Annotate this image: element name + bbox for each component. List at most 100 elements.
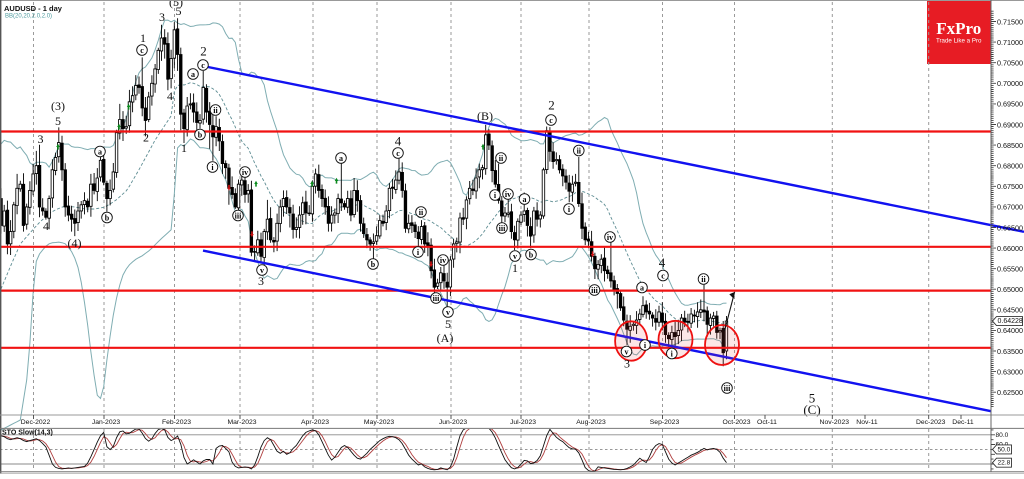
svg-text:i: i bbox=[671, 349, 674, 358]
svg-text:0.64000: 0.64000 bbox=[997, 326, 1023, 335]
svg-text:1: 1 bbox=[512, 261, 518, 275]
svg-text:0.70000: 0.70000 bbox=[997, 79, 1023, 88]
svg-text:0.62500: 0.62500 bbox=[997, 388, 1023, 397]
svg-text:i: i bbox=[568, 205, 571, 214]
svg-text:c: c bbox=[396, 149, 400, 158]
svg-text:0.63000: 0.63000 bbox=[997, 367, 1023, 376]
svg-text:0.68500: 0.68500 bbox=[997, 141, 1023, 150]
svg-text:Dec-2023: Dec-2023 bbox=[916, 419, 946, 426]
svg-text:22.8: 22.8 bbox=[998, 460, 1011, 467]
svg-text:v: v bbox=[260, 266, 264, 275]
svg-text:0.65500: 0.65500 bbox=[997, 265, 1023, 274]
svg-text:b: b bbox=[105, 213, 110, 222]
svg-text:5: 5 bbox=[445, 317, 451, 331]
svg-text:Jan-2023: Jan-2023 bbox=[92, 419, 121, 426]
svg-text:3: 3 bbox=[258, 274, 264, 288]
svg-text:0.64228: 0.64228 bbox=[998, 318, 1023, 325]
svg-text:iv: iv bbox=[607, 233, 613, 242]
svg-text:(5): (5) bbox=[169, 0, 183, 9]
svg-text:c: c bbox=[661, 271, 665, 280]
svg-text:Dec-2022: Dec-2022 bbox=[21, 419, 51, 426]
svg-text:0.71500: 0.71500 bbox=[997, 17, 1023, 26]
svg-text:0.65000: 0.65000 bbox=[997, 285, 1023, 294]
svg-text:2: 2 bbox=[548, 98, 555, 113]
svg-text:iii: iii bbox=[235, 211, 242, 220]
svg-text:2: 2 bbox=[143, 131, 149, 145]
svg-text:c: c bbox=[549, 116, 553, 125]
svg-text:(4): (4) bbox=[68, 236, 82, 250]
svg-text:4: 4 bbox=[659, 255, 666, 270]
svg-text:ii: ii bbox=[701, 275, 706, 284]
svg-text:Dec-11: Dec-11 bbox=[952, 419, 974, 426]
svg-text:ii: ii bbox=[577, 146, 582, 155]
svg-text:2: 2 bbox=[200, 44, 207, 59]
svg-text:iii: iii bbox=[724, 384, 731, 393]
svg-text:b: b bbox=[198, 130, 203, 139]
svg-text:3: 3 bbox=[38, 132, 44, 146]
svg-text:Nov-11: Nov-11 bbox=[856, 419, 878, 426]
svg-text:i: i bbox=[494, 191, 497, 200]
svg-text:0.63500: 0.63500 bbox=[997, 347, 1023, 356]
svg-text:3: 3 bbox=[624, 357, 630, 371]
svg-text:STO Slow(14,3): STO Slow(14,3) bbox=[2, 430, 53, 437]
svg-text:4: 4 bbox=[167, 89, 173, 103]
svg-text:May-2023: May-2023 bbox=[364, 419, 394, 426]
svg-text:i: i bbox=[644, 341, 647, 350]
svg-text:(3): (3) bbox=[51, 99, 65, 113]
svg-text:a: a bbox=[523, 195, 527, 204]
svg-text:AUDUSD - 1 day: AUDUSD - 1 day bbox=[4, 4, 63, 13]
svg-text:v: v bbox=[446, 308, 450, 317]
svg-text:0.68000: 0.68000 bbox=[997, 162, 1023, 171]
svg-text:FxPro: FxPro bbox=[936, 19, 981, 38]
svg-text:0.67500: 0.67500 bbox=[997, 182, 1023, 191]
svg-text:ii: ii bbox=[419, 208, 424, 217]
svg-text:0.71000: 0.71000 bbox=[997, 38, 1023, 47]
svg-text:a: a bbox=[191, 70, 195, 79]
svg-text:c: c bbox=[201, 61, 205, 70]
svg-text:a: a bbox=[640, 283, 644, 292]
svg-text:(A): (A) bbox=[437, 331, 454, 345]
svg-text:5: 5 bbox=[176, 4, 182, 18]
svg-text:iv: iv bbox=[440, 256, 446, 265]
svg-text:ii: ii bbox=[213, 106, 218, 115]
svg-text:3: 3 bbox=[159, 10, 165, 24]
svg-text:b: b bbox=[371, 260, 376, 269]
svg-text:iii: iii bbox=[591, 286, 598, 295]
svg-text:50.0: 50.0 bbox=[998, 446, 1011, 453]
svg-text:0.70500: 0.70500 bbox=[997, 59, 1023, 68]
svg-text:c: c bbox=[140, 46, 144, 55]
svg-text:80.0: 80.0 bbox=[996, 432, 1009, 439]
svg-text:Oct-2023: Oct-2023 bbox=[723, 419, 751, 426]
svg-text:Jul-2023: Jul-2023 bbox=[510, 419, 536, 426]
svg-text:Sep-2023: Sep-2023 bbox=[650, 419, 680, 426]
svg-text:i: i bbox=[211, 163, 214, 172]
svg-text:i: i bbox=[417, 248, 420, 257]
svg-text:b: b bbox=[529, 250, 534, 259]
svg-text:Nov-2023: Nov-2023 bbox=[820, 419, 850, 426]
svg-text:a: a bbox=[339, 154, 343, 163]
svg-text:4: 4 bbox=[395, 134, 402, 149]
svg-text:(B): (B) bbox=[477, 109, 493, 123]
svg-text:Oct-11: Oct-11 bbox=[757, 419, 777, 426]
svg-text:Feb-2023: Feb-2023 bbox=[162, 419, 191, 426]
svg-text:4: 4 bbox=[43, 219, 49, 233]
svg-text:Aug-2023: Aug-2023 bbox=[576, 419, 606, 426]
svg-text:0.69500: 0.69500 bbox=[997, 100, 1023, 109]
svg-text:0.66000: 0.66000 bbox=[997, 244, 1023, 253]
svg-text:1: 1 bbox=[140, 31, 146, 45]
svg-text:Trade Like a Pro: Trade Like a Pro bbox=[936, 38, 982, 45]
svg-text:0.69000: 0.69000 bbox=[997, 120, 1023, 129]
svg-text:v: v bbox=[625, 347, 629, 356]
svg-text:0.66500: 0.66500 bbox=[997, 223, 1023, 232]
svg-text:iii: iii bbox=[499, 224, 506, 233]
svg-text:5: 5 bbox=[55, 114, 61, 128]
svg-text:ii: ii bbox=[499, 154, 504, 163]
svg-text:Mar-2023: Mar-2023 bbox=[227, 419, 256, 426]
svg-text:Jun-2023: Jun-2023 bbox=[439, 419, 468, 426]
svg-text:iii: iii bbox=[433, 294, 440, 303]
svg-text:5: 5 bbox=[809, 391, 816, 406]
svg-text:0.64500: 0.64500 bbox=[997, 306, 1023, 315]
svg-text:(C): (C) bbox=[803, 402, 820, 417]
svg-text:a: a bbox=[98, 147, 102, 156]
svg-text:v: v bbox=[513, 252, 517, 261]
